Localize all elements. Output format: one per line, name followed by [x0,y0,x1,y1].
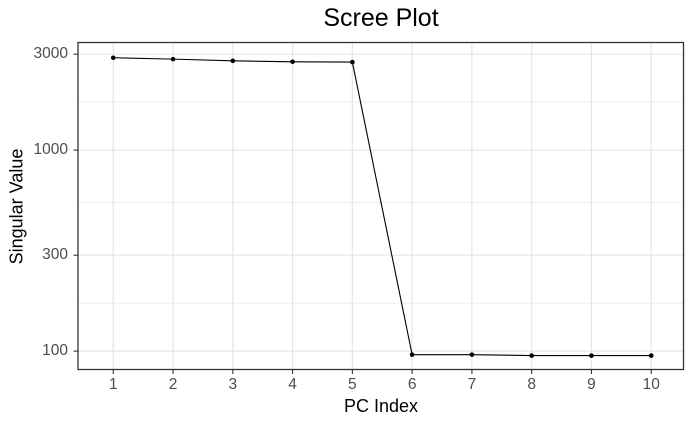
data-point [589,353,594,358]
x-tick-label: 5 [348,376,357,393]
x-tick-label: 7 [467,376,477,393]
data-point [469,352,475,357]
data-point [350,59,355,65]
data-point [110,55,116,61]
data-point [290,59,295,65]
y-axis-title: Singular Value [6,148,27,265]
x-tick-label: 2 [168,376,178,393]
x-tick-label: 4 [288,376,297,393]
x-tick-label: 9 [587,376,596,393]
data-point [170,56,176,62]
y-tick-label: 1000 [33,141,68,159]
y-tick-label: 3000 [33,45,68,63]
data-point [230,58,236,64]
x-tick-label: 1 [108,376,118,393]
x-tick-label: 8 [527,376,536,393]
x-axis-title: PC Index [343,396,419,416]
x-tick-label: 10 [642,376,660,393]
x-tick-label: 3 [228,376,238,393]
data-point [409,352,415,357]
data-point [529,353,534,358]
data-line [113,57,652,357]
panel-background [78,42,684,370]
x-tick-label: 6 [407,376,417,393]
chart-title: Scree Plot [323,4,439,32]
data-point [648,353,654,358]
y-tick-label: 300 [42,246,68,264]
y-tick-label: 100 [42,342,68,360]
panel-border [77,41,685,371]
